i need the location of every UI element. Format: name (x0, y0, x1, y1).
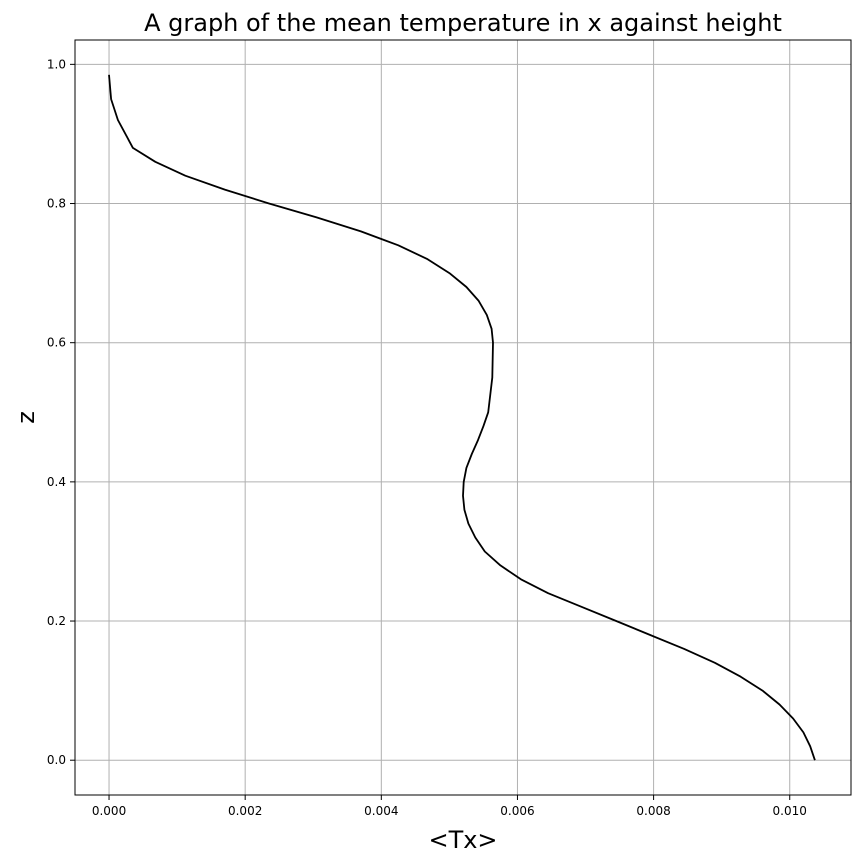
y-tick-label: 0.8 (47, 197, 66, 211)
y-axis: 0.0 0.2 0.4 0.6 0.8 1.0 (47, 57, 75, 767)
y-tick-label: 1.0 (47, 57, 66, 71)
x-tick-label: 0.006 (500, 804, 534, 818)
grid (75, 40, 851, 795)
series-line (108, 74, 816, 761)
y-tick-label: 0.2 (47, 614, 66, 628)
y-tick-label: 0.0 (47, 753, 66, 767)
plot-area-frame (74, 39, 852, 796)
x-tick-label: 0.010 (773, 804, 807, 818)
x-tick-label: 0.004 (364, 804, 398, 818)
y-axis-label: z (12, 411, 40, 424)
chart-title: A graph of the mean temperature in x aga… (144, 9, 782, 37)
x-tick-label: 0.000 (92, 804, 126, 818)
y-tick-label: 0.6 (47, 336, 66, 350)
x-tick-label: 0.008 (636, 804, 670, 818)
series-layer (108, 74, 816, 761)
y-tick-label: 0.4 (47, 475, 66, 489)
x-tick-label: 0.002 (228, 804, 262, 818)
x-axis: 0.000 0.002 0.004 0.006 0.008 0.010 (92, 795, 807, 818)
x-axis-label: <Tx> (428, 826, 497, 854)
